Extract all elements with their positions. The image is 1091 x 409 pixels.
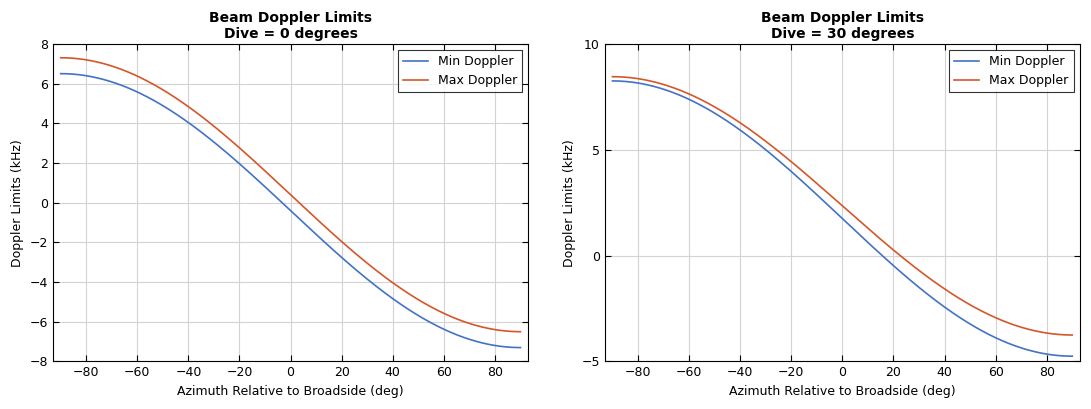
- Min Doppler: [240, 168, 253, 173]
- Max Doppler: [412, 298, 425, 303]
- Min Doppler: [973, 327, 986, 332]
- X-axis label: Azimuth Relative to Broadside (deg): Azimuth Relative to Broadside (deg): [729, 385, 956, 398]
- Y-axis label: Doppler Limits (kHz): Doppler Limits (kHz): [11, 139, 24, 267]
- Max Doppler: [1066, 333, 1079, 337]
- Max Doppler: [973, 307, 986, 312]
- Min Doppler: [922, 292, 935, 297]
- Max Doppler: [240, 152, 253, 157]
- Line: Min Doppler: Min Doppler: [612, 81, 1072, 356]
- Min Doppler: [55, 71, 68, 76]
- Max Doppler: [792, 165, 805, 170]
- Line: Max Doppler: Max Doppler: [61, 58, 520, 332]
- Max Doppler: [808, 180, 822, 184]
- Min Doppler: [606, 79, 619, 83]
- Title: Beam Doppler Limits
Dive = 0 degrees: Beam Doppler Limits Dive = 0 degrees: [209, 11, 372, 41]
- Max Doppler: [101, 62, 115, 67]
- Y-axis label: Doppler Limits (kHz): Doppler Limits (kHz): [563, 139, 576, 267]
- Max Doppler: [370, 268, 383, 273]
- Max Doppler: [606, 74, 619, 79]
- Min Doppler: [964, 322, 978, 327]
- Title: Beam Doppler Limits
Dive = 30 degrees: Beam Doppler Limits Dive = 30 degrees: [760, 11, 924, 41]
- Min Doppler: [1066, 354, 1079, 359]
- Max Doppler: [922, 275, 935, 280]
- Min Doppler: [101, 78, 115, 83]
- Min Doppler: [421, 318, 434, 323]
- Max Doppler: [514, 329, 527, 334]
- Max Doppler: [652, 81, 666, 86]
- Min Doppler: [808, 191, 822, 196]
- Max Doppler: [421, 303, 434, 308]
- Min Doppler: [652, 85, 666, 90]
- Line: Max Doppler: Max Doppler: [612, 76, 1072, 335]
- Min Doppler: [256, 183, 269, 188]
- Max Doppler: [256, 167, 269, 172]
- Legend: Min Doppler, Max Doppler: Min Doppler, Max Doppler: [397, 50, 521, 92]
- Min Doppler: [514, 345, 527, 350]
- Max Doppler: [964, 303, 978, 308]
- Max Doppler: [55, 55, 68, 60]
- Min Doppler: [412, 314, 425, 319]
- Legend: Min Doppler, Max Doppler: Min Doppler, Max Doppler: [949, 50, 1074, 92]
- Min Doppler: [370, 284, 383, 289]
- X-axis label: Azimuth Relative to Broadside (deg): Azimuth Relative to Broadside (deg): [177, 385, 404, 398]
- Min Doppler: [792, 175, 805, 180]
- Line: Min Doppler: Min Doppler: [61, 74, 520, 348]
